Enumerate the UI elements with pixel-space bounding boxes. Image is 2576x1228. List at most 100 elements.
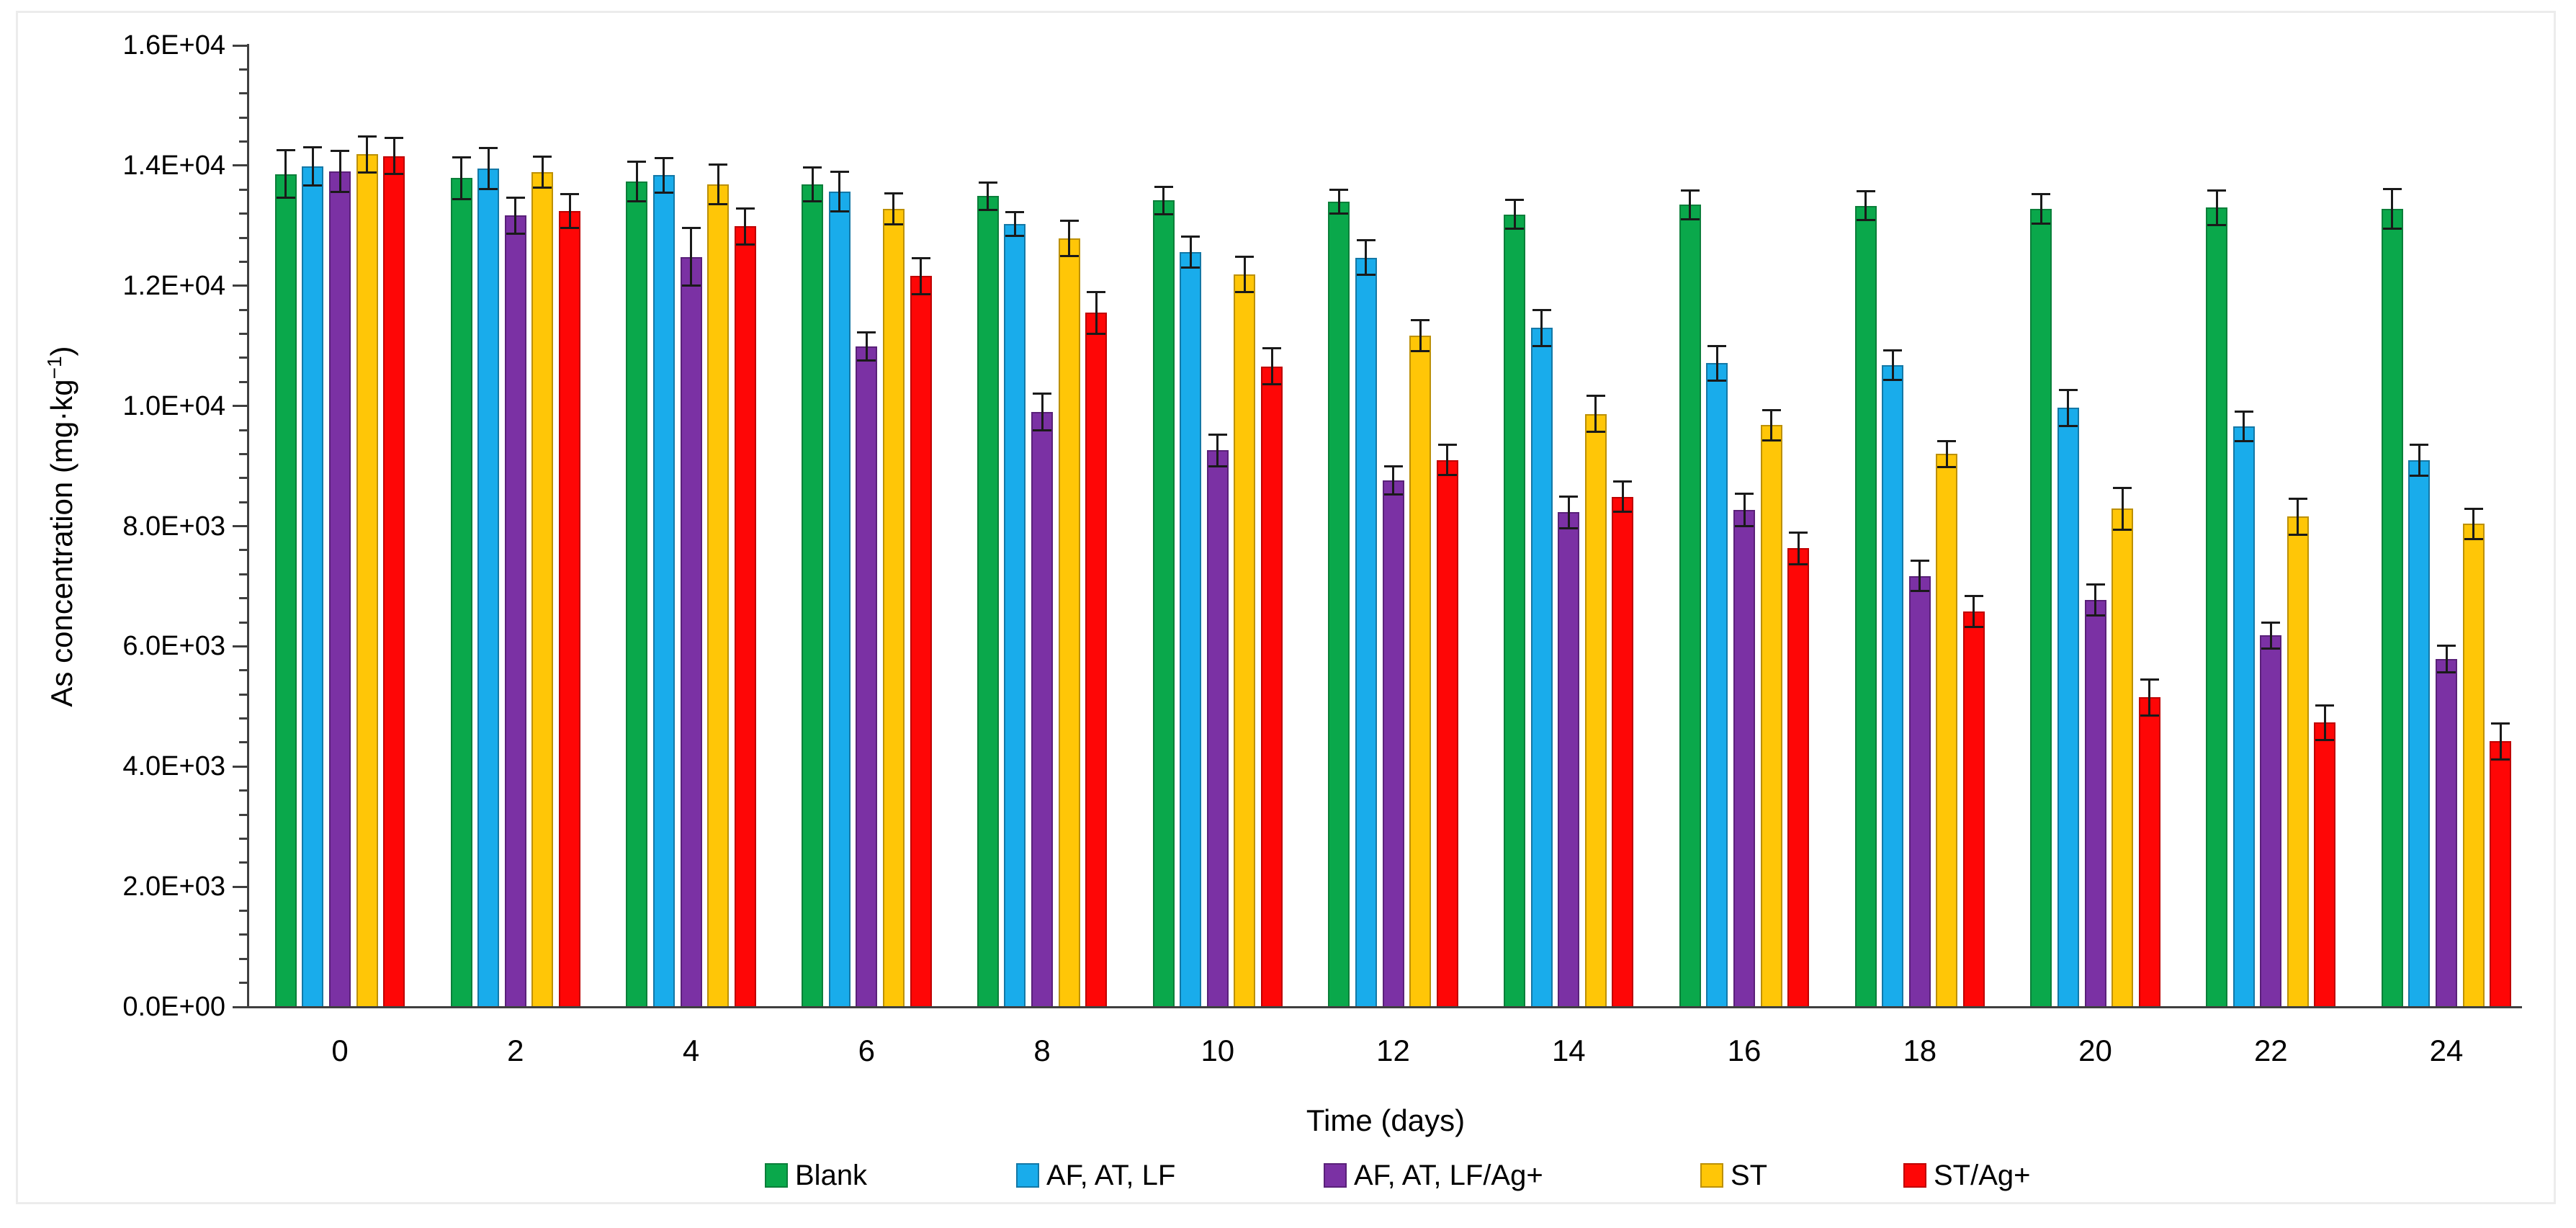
error-bar-stem xyxy=(2445,645,2448,673)
bar xyxy=(477,169,500,1007)
error-bar-cap-bottom xyxy=(303,184,323,187)
error-bar-stem xyxy=(392,138,395,174)
error-bar-cap-bottom xyxy=(627,200,647,202)
error-bar-cap-top xyxy=(331,150,349,153)
error-bar-cap-top xyxy=(2464,507,2483,510)
bar xyxy=(910,276,932,1007)
error-bar-cap-bottom xyxy=(884,223,903,226)
error-bar-cap-top xyxy=(1505,198,1525,201)
bar xyxy=(1706,363,1728,1007)
error-bar-stem xyxy=(663,158,665,193)
error-bar-cap-top xyxy=(506,196,525,199)
bar xyxy=(1854,205,1877,1007)
y-minor-tick xyxy=(239,68,247,71)
bar xyxy=(680,256,702,1007)
bar xyxy=(2206,207,2228,1007)
error-bar-stem xyxy=(1270,348,1273,385)
error-bar-cap-bottom xyxy=(2261,647,2281,650)
error-bar-cap-top xyxy=(479,147,498,150)
bar xyxy=(2084,600,2106,1007)
error-bar-cap-bottom xyxy=(506,232,525,235)
error-bar-cap-top xyxy=(830,170,849,173)
x-tick-label: 24 xyxy=(2429,1034,2464,1067)
error-bar-cap-top xyxy=(735,207,755,210)
error-bar-cap-bottom xyxy=(1411,350,1430,353)
error-bar-stem xyxy=(1567,496,1570,528)
error-bar-cap-top xyxy=(978,181,997,184)
error-bar-cap-top xyxy=(1883,349,1903,351)
error-bar-stem xyxy=(1891,350,1894,380)
error-bar-cap-bottom xyxy=(1532,344,1551,347)
error-bar-cap-top xyxy=(1586,394,1605,397)
y-major-tick xyxy=(233,645,247,647)
bar xyxy=(1436,460,1458,1007)
error-bar-cap-bottom xyxy=(1005,235,1025,237)
legend-item: Blank xyxy=(765,1158,867,1193)
x-tick-label: 12 xyxy=(1376,1034,1410,1067)
error-bar-cap-top xyxy=(1762,409,1781,411)
legend-swatch xyxy=(1324,1163,1347,1188)
legend-item: AF, AT, LF xyxy=(1016,1158,1175,1193)
y-major-tick xyxy=(233,525,247,527)
legend-swatch xyxy=(1903,1163,1926,1188)
error-bar-cap-top xyxy=(1181,235,1201,238)
bar xyxy=(652,175,675,1007)
y-minor-tick xyxy=(239,549,247,552)
error-bar-stem xyxy=(284,150,287,198)
bar xyxy=(383,156,405,1007)
error-bar-cap-bottom xyxy=(1356,274,1375,277)
y-minor-tick xyxy=(239,92,247,95)
y-minor-tick xyxy=(239,861,247,864)
error-bar-cap-bottom xyxy=(1383,493,1403,496)
error-bar-cap-top xyxy=(385,137,404,139)
error-bar-stem xyxy=(987,182,989,210)
error-bar-cap-top xyxy=(2234,410,2253,413)
error-bar-cap-bottom xyxy=(911,292,930,295)
y-tick-label: 0.0E+00 xyxy=(122,992,225,1022)
error-bar-stem xyxy=(1621,481,1624,512)
error-bar-cap-bottom xyxy=(1680,218,1700,220)
y-minor-tick xyxy=(239,597,247,600)
error-bar-cap-bottom xyxy=(1883,379,1903,382)
error-bar-stem xyxy=(1392,466,1394,495)
error-bar-stem xyxy=(460,157,462,200)
error-bar-stem xyxy=(1216,434,1219,467)
error-bar-cap-top xyxy=(303,145,323,148)
y-minor-tick xyxy=(239,140,247,143)
error-bar-stem xyxy=(1068,220,1071,256)
error-bar-cap-top xyxy=(2288,497,2307,500)
error-bar-cap-top xyxy=(2086,583,2105,586)
error-bar-cap-bottom xyxy=(2207,224,2227,226)
y-major-tick xyxy=(233,405,247,408)
y-minor-tick xyxy=(239,429,247,431)
y-major-tick xyxy=(233,284,247,287)
y-minor-tick xyxy=(239,910,247,912)
y-minor-tick xyxy=(239,236,247,239)
bar xyxy=(2138,697,2160,1007)
y-minor-tick xyxy=(239,621,247,624)
y-major-tick xyxy=(233,765,247,768)
y-tick-label: 4.0E+03 xyxy=(122,751,225,782)
error-bar-cap-top xyxy=(1356,238,1375,241)
error-bar-cap-bottom xyxy=(1329,212,1349,215)
error-bar-stem xyxy=(865,332,868,361)
error-bar-cap-top xyxy=(1154,185,1173,188)
bar xyxy=(1031,412,1053,1007)
bar xyxy=(1085,313,1108,1007)
y-minor-tick xyxy=(239,308,247,311)
error-bar-cap-top xyxy=(1411,318,1430,321)
error-bar-cap-bottom xyxy=(1937,466,1957,469)
error-bar-cap-bottom xyxy=(2382,228,2402,230)
x-tick-label: 16 xyxy=(1727,1034,1762,1067)
error-bar-cap-top xyxy=(452,156,471,158)
error-bar-cap-bottom xyxy=(2491,758,2510,761)
y-tick-label: 1.6E+04 xyxy=(122,30,225,60)
error-bar-cap-bottom xyxy=(681,284,701,287)
y-tick-label: 8.0E+03 xyxy=(122,511,225,542)
error-bar-cap-bottom xyxy=(654,191,673,194)
error-bar-cap-top xyxy=(709,163,728,166)
y-minor-tick xyxy=(239,741,247,744)
x-tick-label: 2 xyxy=(507,1034,524,1067)
error-bar-stem xyxy=(1041,393,1044,430)
